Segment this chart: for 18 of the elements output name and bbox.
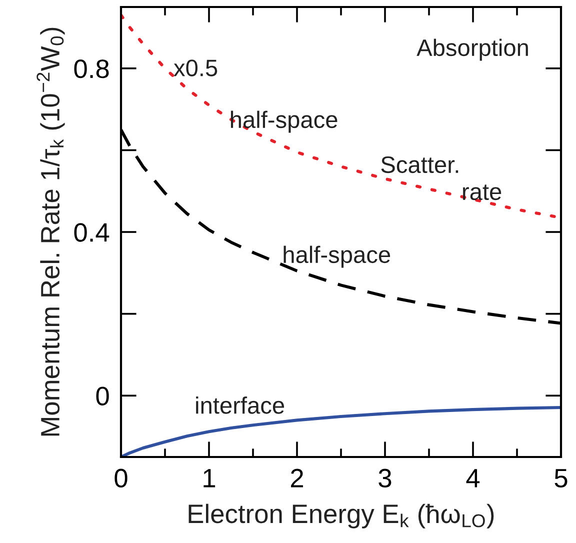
y-tick-label: 0: [96, 386, 109, 406]
annotation: half-space: [284, 246, 390, 268]
annotation: half-space: [230, 110, 338, 133]
x-tick-label: 1: [204, 469, 216, 488]
x-tick-label: 4: [466, 469, 480, 488]
y-tick-label: 0.4: [74, 223, 110, 242]
x-tick-label: 5: [554, 469, 568, 488]
x-tick-label: 2: [290, 468, 304, 488]
annotation: Absorption: [416, 38, 528, 61]
annotation: rate: [463, 184, 502, 200]
x-axis-title: Electron Energy E$_{k}$ (ħω$_{LO}$): [188, 504, 494, 528]
annotation: x0.5: [174, 60, 218, 76]
x-tick-label: 3: [378, 468, 392, 488]
y-axis-title: Momentum Rel. Rate 1/τ$_{k}$ (10$^{−2}$W$_{0}$): [36, 28, 65, 436]
annotation: interface: [196, 396, 284, 414]
y-tick-label: 0.8: [74, 60, 109, 78]
x-tick-label: 0: [114, 468, 128, 488]
annotation: Scatter.: [381, 156, 458, 174]
